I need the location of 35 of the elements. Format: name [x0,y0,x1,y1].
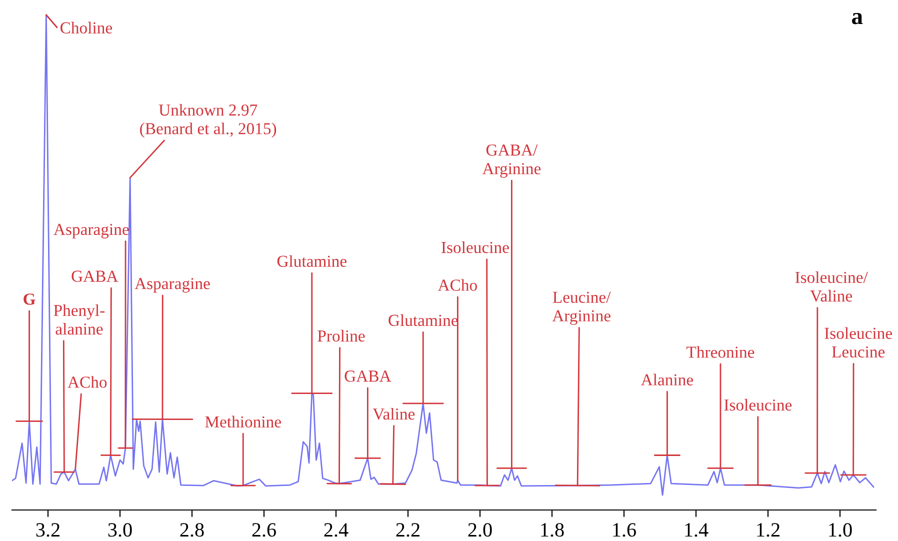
annotation: GABA/ Arginine [482,144,541,178]
annotation: Choline [60,22,112,34]
x-tick-label: 3.0 [108,523,132,537]
annotation: GABA [344,370,392,382]
x-tick-label: 2.6 [252,523,276,537]
annotation: Glutamine [277,255,346,267]
annotation: Isoleucine [724,398,792,411]
annotation: Leucine/ Arginine [552,292,611,325]
annotation: Valine [372,408,415,420]
x-tick-label: 1.2 [757,523,780,537]
x-tick-label: 1.8 [541,523,564,537]
annotation: Threonine [686,346,754,358]
annotation: Proline [318,330,365,342]
x-tick-label: 2.4 [324,523,348,537]
annotation: ACho [438,279,477,291]
annotation: G [24,294,36,305]
x-tick-label: 2.2 [396,523,420,537]
x-tick-label: 1.4 [685,523,708,537]
x-tick-label: 2.8 [180,523,204,537]
x-tick-label: 3.2 [36,523,60,537]
annotation: GABA [72,270,118,282]
annotation: Isoleucine Leucine [824,327,892,358]
annotation: Asparagine [134,278,210,293]
x-tick-label: 1.6 [613,523,636,537]
x-tick-label: 1.0 [829,523,852,537]
annotation: Phenyl- alanine [54,304,105,335]
annotation: Isoleucine/ Valine [795,271,868,302]
annotation: Glutamine [388,314,458,326]
annotation: ACho [68,376,107,388]
annotation: a [852,12,863,24]
annotation: Alanine [640,374,693,386]
annotation: Isoleucine [442,241,509,254]
x-tick-label: 2.0 [468,523,492,537]
annotation: Unknown 2.97 (Benard et al., 2015) [140,104,276,138]
annotation: Methionine [205,416,281,428]
